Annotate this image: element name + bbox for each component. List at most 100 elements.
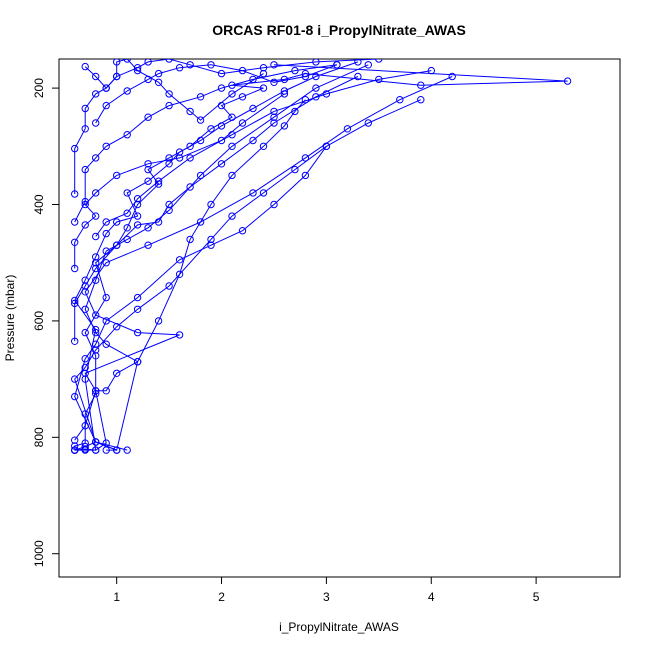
data-point	[71, 392, 79, 401]
data-point	[175, 331, 184, 339]
data-point	[186, 183, 194, 191]
data-point	[92, 311, 100, 319]
series-6	[71, 96, 425, 454]
data-point	[92, 189, 100, 197]
data-point	[228, 212, 236, 220]
data-point	[217, 84, 226, 92]
y-axis: 200 400 600 800 1000	[32, 78, 60, 567]
data-point	[81, 282, 89, 290]
series-line	[74, 146, 327, 451]
series-5	[71, 142, 331, 454]
data-point	[259, 189, 268, 197]
data-point	[92, 90, 100, 98]
data-point	[102, 142, 110, 151]
data-point	[270, 78, 278, 87]
series-14	[92, 66, 435, 241]
data-point	[92, 253, 100, 261]
series-line	[95, 64, 338, 124]
data-point	[259, 64, 268, 72]
data-point	[249, 189, 257, 197]
data-point	[144, 224, 152, 232]
data-point	[102, 340, 110, 348]
data-point	[71, 442, 79, 450]
data-point	[71, 299, 79, 308]
data-point	[113, 369, 121, 377]
data-point	[92, 212, 100, 220]
data-point	[113, 323, 121, 331]
data-point	[301, 154, 310, 162]
series-line	[74, 93, 285, 269]
data-point	[71, 238, 79, 247]
data-point	[71, 446, 79, 454]
data-point	[238, 227, 247, 235]
data-point	[228, 90, 236, 98]
data-point	[102, 259, 110, 267]
data-point	[81, 62, 89, 71]
data-point	[196, 218, 205, 226]
data-point	[123, 59, 131, 63]
x-tick-label: 1	[113, 590, 120, 604]
data-point	[175, 256, 184, 264]
data-point	[396, 96, 404, 104]
data-point	[133, 212, 142, 220]
data-point	[133, 221, 142, 229]
chart-title: ORCAS RF01-8 i_PropylNitrate_AWAS	[212, 22, 466, 38]
series-line	[74, 64, 568, 451]
data-point	[343, 125, 352, 133]
data-point	[123, 131, 131, 139]
data-point	[81, 197, 89, 206]
data-point	[249, 104, 257, 113]
data-point	[154, 218, 163, 226]
data-point	[71, 337, 79, 345]
x-tick-label: 4	[428, 590, 435, 604]
data-point	[81, 355, 89, 363]
data-point	[312, 59, 320, 66]
data-point	[270, 107, 278, 116]
data-point	[322, 90, 331, 98]
data-point	[123, 446, 131, 454]
series-13	[92, 61, 341, 127]
data-point	[71, 375, 79, 383]
data-point	[81, 305, 89, 313]
data-point	[175, 154, 184, 162]
data-point	[322, 142, 331, 151]
data-point	[81, 446, 89, 454]
data-point	[165, 282, 173, 290]
data-point	[301, 171, 310, 180]
data-point	[113, 72, 121, 81]
data-point	[92, 264, 100, 273]
data-point	[249, 136, 257, 145]
data-point	[71, 264, 79, 273]
series-2	[71, 59, 362, 454]
data-point	[217, 69, 226, 78]
data-point	[144, 177, 152, 185]
data-point	[102, 229, 110, 238]
data-point	[333, 61, 341, 69]
data-point	[175, 270, 184, 278]
data-point	[217, 122, 226, 130]
data-point	[291, 66, 299, 75]
data-point	[196, 93, 205, 101]
data-point	[291, 165, 299, 174]
data-point	[144, 75, 152, 84]
data-point	[207, 125, 215, 133]
data-point	[154, 69, 163, 78]
data-point	[165, 200, 173, 209]
data-point	[133, 328, 142, 337]
series-line	[74, 76, 359, 342]
data-point	[123, 209, 131, 217]
series-7	[71, 96, 310, 444]
data-point	[144, 165, 152, 174]
data-point	[92, 119, 100, 127]
data-point	[375, 75, 383, 84]
data-point	[228, 171, 236, 180]
data-point	[92, 154, 100, 162]
series-line	[74, 64, 337, 223]
data-point	[186, 235, 194, 244]
data-point	[113, 218, 121, 226]
data-point	[133, 305, 142, 313]
data-point	[207, 200, 215, 209]
data-point	[102, 84, 110, 92]
data-point	[270, 200, 278, 209]
